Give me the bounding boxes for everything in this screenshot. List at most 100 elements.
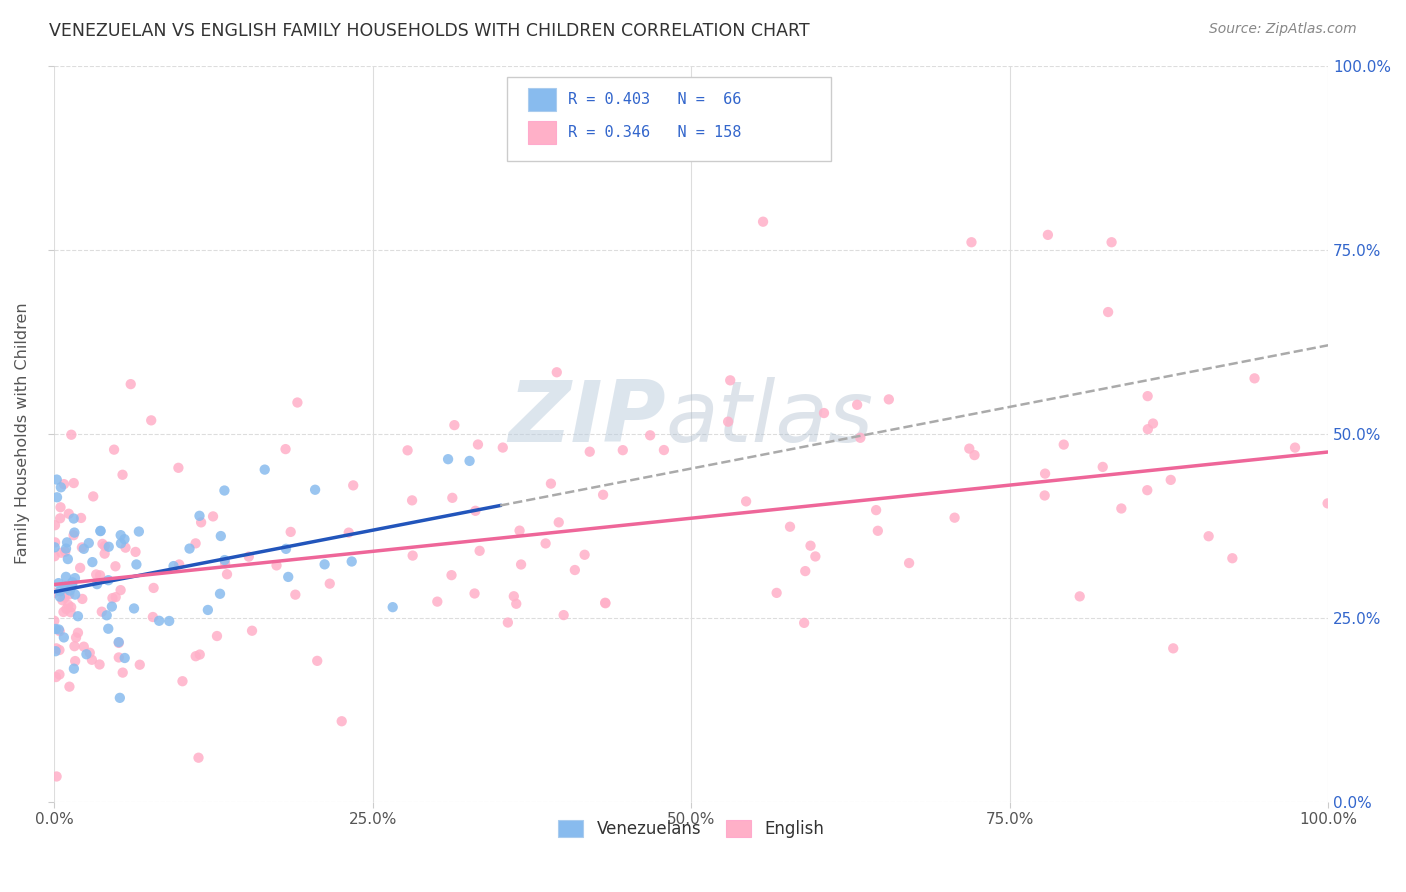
Point: [330, 714, 353, 729]
Point: [51, 593, 73, 607]
Point: [91, 537, 114, 551]
Point: [813, 406, 835, 420]
Point: [44, 614, 66, 628]
Point: [1316, 496, 1339, 510]
Point: [187, 750, 209, 764]
Point: [616, 147, 638, 161]
Point: [45, 622, 67, 636]
Point: [957, 442, 980, 456]
Point: [214, 557, 236, 571]
Point: [564, 563, 586, 577]
Point: [103, 442, 125, 457]
Point: [142, 610, 165, 624]
Point: [82, 490, 104, 504]
Point: [45, 769, 67, 783]
Point: [53, 579, 76, 593]
Text: Source: ZipAtlas.com: Source: ZipAtlas.com: [1209, 22, 1357, 37]
Point: [898, 556, 921, 570]
Point: [274, 541, 297, 556]
Point: [73, 640, 96, 654]
Point: [208, 587, 231, 601]
Point: [97, 540, 120, 554]
Point: [280, 524, 302, 539]
Point: [1053, 437, 1076, 451]
Point: [184, 649, 207, 664]
Point: [97, 573, 120, 587]
Point: [1160, 473, 1182, 487]
Point: [595, 596, 617, 610]
Point: [73, 541, 96, 556]
Point: [53, 545, 76, 559]
Point: [458, 454, 481, 468]
Point: [63, 525, 86, 540]
Text: VENEZUELAN VS ENGLISH FAMILY HOUSEHOLDS WITH CHILDREN CORRELATION CHART: VENEZUELAN VS ENGLISH FAMILY HOUSEHOLDS …: [49, 22, 810, 40]
Point: [45, 641, 67, 656]
Point: [402, 549, 425, 563]
Point: [877, 392, 900, 407]
Point: [793, 615, 815, 630]
Point: [104, 590, 127, 604]
Point: [63, 571, 86, 585]
Point: [735, 494, 758, 508]
Point: [66, 609, 89, 624]
Point: [48, 576, 70, 591]
Point: [381, 600, 404, 615]
Point: [1136, 483, 1159, 498]
Point: [84, 567, 107, 582]
Point: [214, 553, 236, 567]
Point: [55, 602, 77, 616]
Point: [1069, 590, 1091, 604]
Point: [866, 524, 889, 538]
Point: [752, 215, 775, 229]
Point: [849, 431, 872, 445]
Point: [1284, 441, 1306, 455]
Point: [89, 524, 111, 538]
Point: [49, 584, 72, 599]
Point: [69, 561, 91, 575]
FancyBboxPatch shape: [506, 77, 831, 161]
Point: [1097, 305, 1119, 319]
Point: [49, 511, 72, 525]
Point: [128, 657, 150, 672]
Point: [319, 576, 342, 591]
Point: [401, 493, 423, 508]
Point: [443, 418, 465, 433]
Point: [97, 622, 120, 636]
FancyBboxPatch shape: [529, 87, 557, 112]
Point: [238, 549, 260, 564]
Point: [48, 643, 70, 657]
Point: [1033, 488, 1056, 502]
Point: [56, 552, 79, 566]
Point: [58, 587, 80, 601]
Point: [546, 365, 568, 379]
Point: [540, 476, 562, 491]
Point: [277, 570, 299, 584]
Point: [167, 460, 190, 475]
Point: [1033, 467, 1056, 481]
Point: [284, 588, 307, 602]
Point: [93, 547, 115, 561]
Point: [1220, 551, 1243, 566]
Point: [342, 478, 364, 492]
Point: [45, 670, 67, 684]
Point: [179, 541, 201, 556]
Point: [612, 443, 634, 458]
Point: [1111, 501, 1133, 516]
Point: [1161, 641, 1184, 656]
Point: [1136, 422, 1159, 436]
Point: [502, 589, 524, 603]
Point: [553, 608, 575, 623]
Point: [44, 518, 66, 533]
Point: [157, 614, 180, 628]
Point: [804, 549, 827, 564]
Point: [59, 605, 82, 619]
Point: [209, 529, 232, 543]
Point: [44, 535, 66, 549]
Point: [96, 608, 118, 623]
Point: [492, 441, 515, 455]
Point: [574, 548, 596, 562]
Point: [52, 631, 75, 645]
Point: [66, 625, 89, 640]
Point: [51, 546, 73, 560]
Point: [190, 516, 212, 530]
